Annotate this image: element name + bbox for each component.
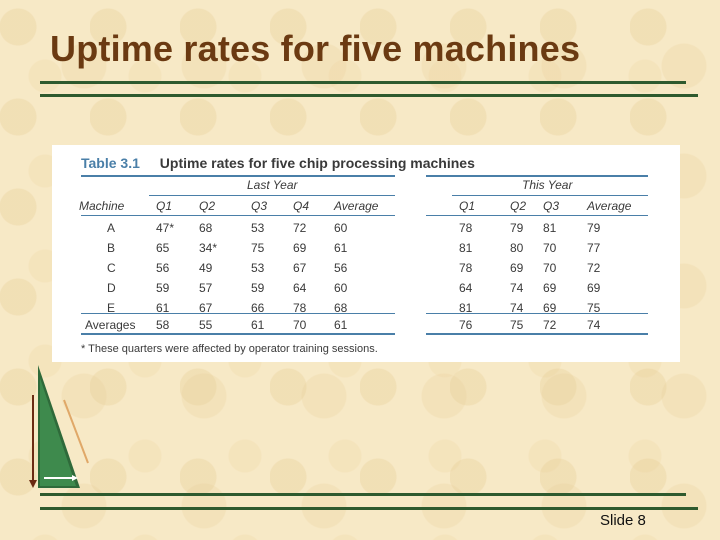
table-image: Table 3.1 Uptime rates for five chip pro… (52, 145, 680, 362)
table-cell: 69 (543, 281, 557, 295)
table-cell: 67 (199, 301, 213, 315)
table-number: Table 3.1 (81, 155, 140, 171)
table-cell: 69 (543, 301, 557, 315)
triangle-decoration-icon (29, 365, 89, 488)
table-cell: 34* (199, 241, 218, 255)
averages-label: Averages (85, 318, 136, 332)
table-cell: 68 (334, 301, 348, 315)
table-cell: 67 (293, 261, 307, 275)
table-cell: 64 (293, 281, 307, 295)
table-cell: 53 (251, 261, 265, 275)
table-cell: 72 (587, 261, 601, 275)
table-cell: 69 (587, 281, 601, 295)
machine-label: D (107, 281, 116, 295)
average-cell: 58 (156, 318, 170, 332)
table-cell: 61 (334, 241, 348, 255)
column-header: Q3 (251, 199, 268, 213)
machine-label: A (107, 221, 116, 235)
table-cell: 79 (510, 221, 524, 235)
group-rule-last-year (149, 195, 395, 196)
table-footnote: * These quarters were affected by operat… (81, 343, 378, 355)
table-cell: 61 (156, 301, 170, 315)
table-cell: 70 (543, 261, 557, 275)
table-cell: 53 (251, 221, 265, 235)
column-header: Average (587, 199, 632, 213)
averages-rule-left (81, 313, 395, 314)
table-title: Uptime rates for five chip processing ma… (159, 155, 475, 171)
column-header: Q1 (459, 199, 476, 213)
average-cell: 75 (510, 318, 524, 332)
average-cell: 55 (199, 318, 213, 332)
table-cell: 74 (510, 281, 524, 295)
table-cell: 47* (156, 221, 175, 235)
group-rule-this-year (452, 195, 648, 196)
title-rule-lower (40, 94, 698, 97)
table-cell: 64 (459, 281, 473, 295)
slide-number: Slide 8 (600, 512, 646, 529)
table-cell: 81 (459, 301, 473, 315)
table-cell: 65 (156, 241, 170, 255)
average-cell: 70 (293, 318, 307, 332)
table-cell: 78 (459, 221, 473, 235)
title-rule-upper (40, 81, 686, 84)
table-cell: 60 (334, 281, 348, 295)
table-cell: 69 (293, 241, 307, 255)
column-header: Q4 (293, 199, 310, 213)
footer-rule-upper (40, 493, 686, 496)
table-top-rule-left (81, 175, 395, 177)
table-cell: 79 (587, 221, 601, 235)
average-cell: 61 (251, 318, 265, 332)
column-header: Q1 (156, 199, 173, 213)
table-cell: 78 (293, 301, 307, 315)
table-cell: 56 (334, 261, 348, 275)
header-rule-right (426, 215, 648, 216)
machine-label: C (107, 261, 116, 275)
average-cell: 61 (334, 318, 348, 332)
averages-rule-right (426, 313, 648, 314)
table-bottom-rule-left (81, 333, 395, 335)
machine-label: B (107, 241, 116, 255)
footer-rule-lower (40, 507, 698, 510)
table-cell: 69 (510, 261, 524, 275)
group-label-this-year: This Year (522, 178, 573, 192)
table-cell: 57 (199, 281, 213, 295)
table-cell: 60 (334, 221, 348, 235)
table-cell: 49 (199, 261, 213, 275)
column-header: Q2 (510, 199, 527, 213)
header-rule-left (81, 215, 395, 216)
column-header: Q2 (199, 199, 216, 213)
table-cell: 70 (543, 241, 557, 255)
table-cell: 66 (251, 301, 265, 315)
table-cell: 78 (459, 261, 473, 275)
column-header: Machine (79, 199, 125, 213)
machine-label: E (107, 301, 116, 315)
table-cell: 72 (293, 221, 307, 235)
table-bottom-rule-right (426, 333, 648, 335)
table-cell: 74 (510, 301, 524, 315)
slide-title: Uptime rates for five machines (50, 28, 581, 69)
table-cell: 75 (587, 301, 601, 315)
average-cell: 72 (543, 318, 557, 332)
table-cell: 77 (587, 241, 601, 255)
table-cell: 59 (156, 281, 170, 295)
table-cell: 68 (199, 221, 213, 235)
average-cell: 76 (459, 318, 473, 332)
table-caption: Table 3.1 Uptime rates for five chip pro… (81, 155, 475, 171)
column-header: Average (334, 199, 379, 213)
table-cell: 56 (156, 261, 170, 275)
table-cell: 81 (459, 241, 473, 255)
group-label-last-year: Last Year (247, 178, 298, 192)
column-header: Q3 (543, 199, 560, 213)
table-cell: 75 (251, 241, 265, 255)
table-cell: 59 (251, 281, 265, 295)
average-cell: 74 (587, 318, 601, 332)
table-top-rule-right (426, 175, 648, 177)
table-cell: 81 (543, 221, 557, 235)
table-cell: 80 (510, 241, 524, 255)
